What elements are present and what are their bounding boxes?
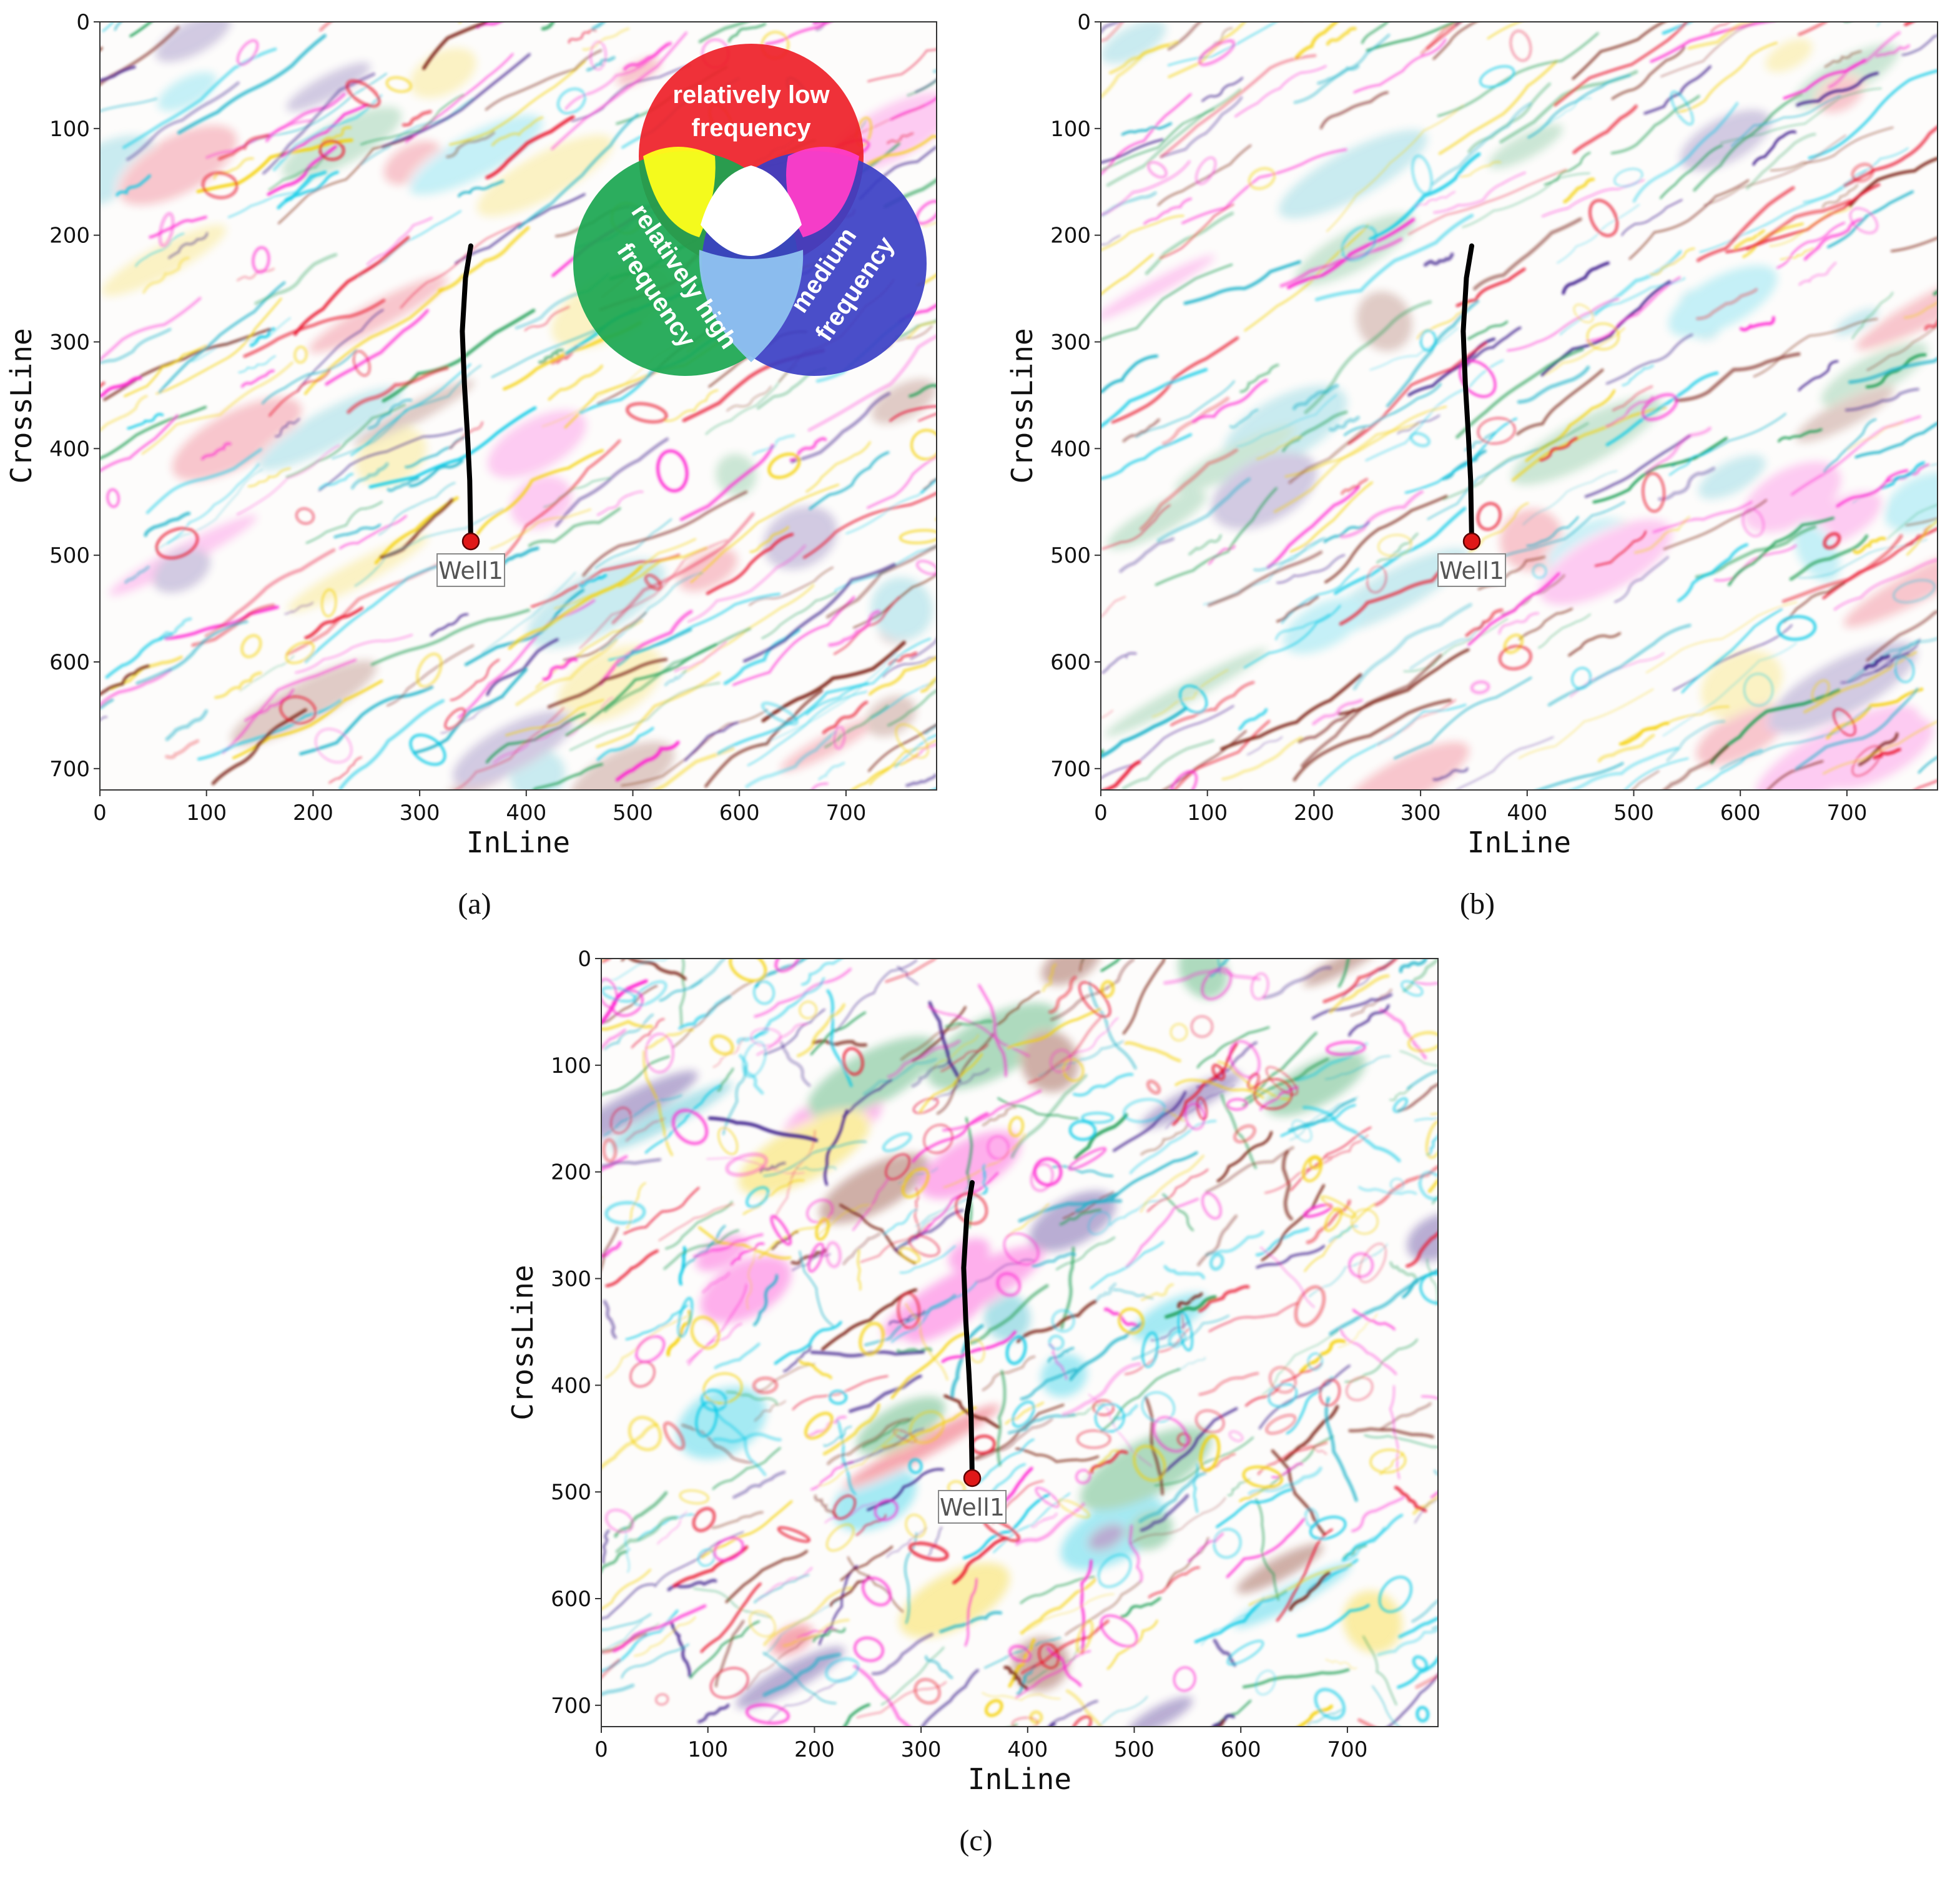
y-tick-label: 100 xyxy=(1050,117,1091,142)
y-tick-label: 300 xyxy=(1050,330,1091,355)
x-tick-label: 400 xyxy=(1507,801,1547,826)
x-tick-label: 200 xyxy=(1294,801,1334,826)
legend-overlap-cyan xyxy=(699,250,804,362)
y-tick-label: 700 xyxy=(551,1694,591,1719)
x-axis-title: InLine xyxy=(1467,826,1571,859)
x-tick-label: 0 xyxy=(1094,801,1108,826)
texture-streaks xyxy=(601,959,1438,1727)
x-tick-label: 600 xyxy=(719,801,760,826)
panel-caption: (c) xyxy=(959,1824,992,1857)
plot-frame xyxy=(1100,21,1938,791)
y-tick-label: 400 xyxy=(1050,436,1091,461)
y-tick-label: 700 xyxy=(49,757,90,782)
well-trajectory xyxy=(961,1180,975,1481)
x-tick-label: 700 xyxy=(1826,801,1867,826)
panel-a: 0 100 200 300 400 500 600 700010020030040050060… xyxy=(4,10,937,920)
y-axis-title: CrossLine xyxy=(506,1265,539,1420)
x-axis-title: InLine xyxy=(466,826,570,859)
y-tick-label: 600 xyxy=(49,650,90,675)
y-tick-label: 500 xyxy=(551,1480,591,1505)
x-tick-label: 300 xyxy=(1401,801,1441,826)
well-label: Well1 xyxy=(438,557,503,584)
y-tick-label: 400 xyxy=(551,1373,591,1398)
well-c: Well1 xyxy=(938,1180,1007,1524)
axes-a: 0 100 200 300 400 500 600 700010020030040050060… xyxy=(4,10,937,920)
y-tick-label: 300 xyxy=(49,330,90,355)
y-tick-label: 200 xyxy=(49,224,90,249)
x-axis-title: InLine xyxy=(968,1762,1071,1796)
x-tick-label: 100 xyxy=(186,801,227,826)
y-tick-label: 0 xyxy=(578,947,591,972)
y-tick-label: 400 xyxy=(49,436,90,461)
well-marker xyxy=(1462,532,1481,551)
x-tick-label: 0 xyxy=(594,1737,608,1762)
x-tick-label: 600 xyxy=(1221,1737,1261,1762)
well-b: Well1 xyxy=(1437,243,1507,587)
well-marker xyxy=(963,1469,982,1487)
texture-streaks xyxy=(1101,22,1938,790)
well-a: Well1 xyxy=(436,243,506,587)
x-tick-label: 400 xyxy=(1007,1737,1048,1762)
x-tick-label: 500 xyxy=(1613,801,1654,826)
plot-frame xyxy=(99,21,937,791)
seismic-map-a xyxy=(100,22,937,790)
x-tick-label: 200 xyxy=(293,801,333,826)
legend-low-line2: frequency xyxy=(691,114,811,142)
x-tick-label: 500 xyxy=(613,801,653,826)
axes-c: 0 100 200 300 400 500 600 700010020030040050060… xyxy=(506,947,1439,1857)
well-label-box xyxy=(1437,553,1507,587)
x-tick-label: 700 xyxy=(825,801,866,826)
legend-overlap-magenta xyxy=(786,147,859,237)
y-tick-label: 200 xyxy=(1050,224,1091,249)
x-tick-label: 0 xyxy=(93,801,107,826)
well-marker xyxy=(461,532,480,551)
y-axis-title: CrossLine xyxy=(4,328,38,483)
y-tick-label: 100 xyxy=(49,117,90,142)
y-tick-label: 700 xyxy=(1050,757,1091,782)
x-tick-label: 300 xyxy=(901,1737,942,1762)
well-label-box xyxy=(436,553,506,587)
axes-b: 0 100 200 300 400 500 600 700010020030040050060… xyxy=(1005,10,1938,920)
x-tick-label: 300 xyxy=(400,801,440,826)
x-tick-label: 500 xyxy=(1114,1737,1155,1762)
y-tick-label: 300 xyxy=(551,1267,591,1292)
panel-b: 0 100 200 300 400 500 600 700010020030040050060… xyxy=(1005,10,1938,920)
y-axis-title: CrossLine xyxy=(1005,328,1039,483)
y-tick-label: 100 xyxy=(551,1053,591,1078)
y-tick-label: 500 xyxy=(1050,543,1091,568)
x-tick-label: 600 xyxy=(1720,801,1761,826)
seismic-map-b xyxy=(1101,22,1938,790)
y-tick-label: 600 xyxy=(1050,650,1091,675)
well-trajectory xyxy=(460,243,473,544)
plot-frame xyxy=(601,958,1439,1727)
y-tick-label: 600 xyxy=(551,1587,591,1612)
y-tick-label: 200 xyxy=(551,1160,591,1185)
panel-caption: (b) xyxy=(1460,887,1495,920)
panel-caption: (a) xyxy=(458,887,491,920)
y-tick-label: 0 xyxy=(1077,10,1091,35)
x-tick-label: 700 xyxy=(1327,1737,1367,1762)
x-tick-label: 100 xyxy=(687,1737,728,1762)
frequency-legend: relatively low frequency relatively high… xyxy=(573,44,927,376)
y-tick-label: 0 xyxy=(76,10,90,35)
well-label: Well1 xyxy=(1439,557,1504,584)
legend-low-line1: relatively low xyxy=(672,81,830,109)
well-label-box xyxy=(938,1489,1007,1524)
x-tick-label: 100 xyxy=(1187,801,1228,826)
well-label: Well1 xyxy=(940,1494,1005,1521)
x-tick-label: 400 xyxy=(506,801,546,826)
seismic-map-c xyxy=(601,959,1438,1727)
y-tick-label: 500 xyxy=(49,543,90,568)
panel-c: 0 100 200 300 400 500 600 700010020030040050060… xyxy=(506,947,1439,1857)
well-trajectory xyxy=(1460,243,1474,544)
x-tick-label: 200 xyxy=(794,1737,835,1762)
legend-overlap-white xyxy=(701,165,802,256)
legend-overlap-yellow xyxy=(643,147,716,237)
